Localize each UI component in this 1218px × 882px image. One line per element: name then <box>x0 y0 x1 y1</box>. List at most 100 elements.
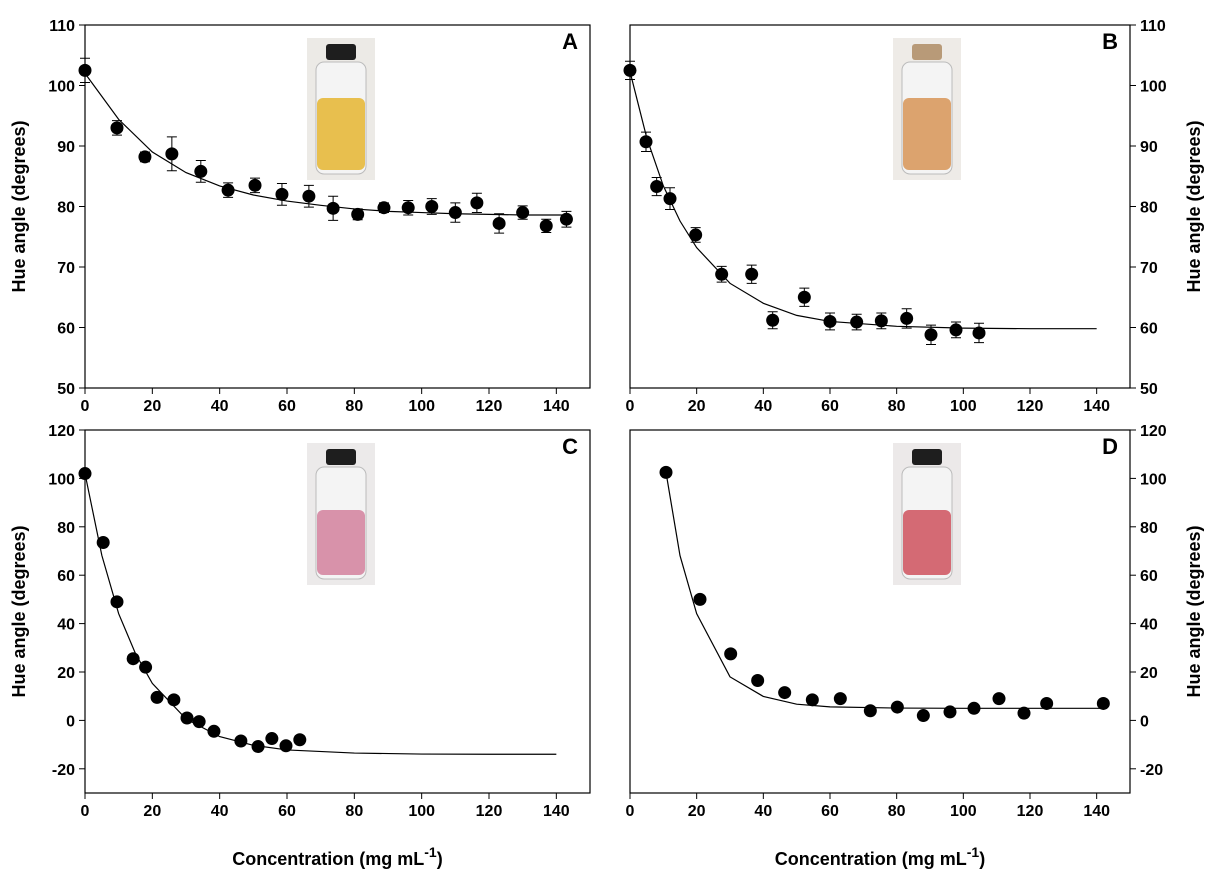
y-tick-label: 80 <box>57 520 75 537</box>
data-point <box>968 702 981 715</box>
y-tick-label: 60 <box>57 321 75 338</box>
data-point <box>560 213 573 226</box>
vial-photo <box>893 38 961 180</box>
data-point <box>891 701 904 714</box>
data-point <box>944 705 957 718</box>
data-point <box>766 314 779 327</box>
data-point <box>275 188 288 201</box>
y-tick-label: 20 <box>1140 665 1158 682</box>
data-point <box>798 291 811 304</box>
data-point <box>138 150 151 163</box>
data-point <box>694 593 707 606</box>
x-tick-label: 20 <box>688 398 706 415</box>
data-point <box>377 201 390 214</box>
data-point <box>751 674 764 687</box>
panel-label: B <box>1102 29 1118 54</box>
plot-frame <box>630 25 1130 388</box>
x-tick-label: 100 <box>408 803 435 820</box>
data-point <box>97 536 110 549</box>
data-point <box>1018 707 1031 720</box>
y-tick-label: 100 <box>1140 471 1167 488</box>
x-tick-label: 60 <box>821 398 839 415</box>
data-point <box>449 206 462 219</box>
data-point <box>252 740 265 753</box>
data-point <box>624 64 637 77</box>
y-tick-label: 40 <box>57 617 75 634</box>
x-tick-label: 60 <box>821 803 839 820</box>
x-tick-label: 20 <box>688 803 706 820</box>
y-tick-label: 70 <box>57 260 75 277</box>
x-axis-label-end: ) <box>979 849 985 869</box>
x-tick-label: 120 <box>1017 803 1044 820</box>
x-tick-label: 20 <box>143 803 161 820</box>
x-tick-label: 120 <box>476 803 503 820</box>
x-tick-label: 60 <box>278 803 296 820</box>
figure: 0 20 40 60 80 100 120 140 50 60 70 80 90 100 110 Hue an… <box>0 0 1218 877</box>
y-axis-label: Hue angle (degrees) <box>1184 525 1204 697</box>
x-tick-label: 80 <box>888 803 906 820</box>
data-point <box>993 692 1006 705</box>
x-axis-label-end: ) <box>437 849 443 869</box>
data-point <box>900 312 913 325</box>
vial-photo <box>307 443 375 585</box>
data-point <box>293 733 306 746</box>
data-point <box>925 328 938 341</box>
data-point <box>181 711 194 724</box>
y-tick-label: 90 <box>57 139 75 156</box>
y-tick-label: 0 <box>1140 713 1149 730</box>
data-point <box>850 316 863 329</box>
y-tick-label: 90 <box>1140 139 1158 156</box>
panel-label: D <box>1102 434 1118 459</box>
data-point <box>917 709 930 722</box>
data-point <box>824 315 837 328</box>
page: {"chart_data": [ {"type": "scatter", "pa… <box>0 0 1218 882</box>
data-point <box>167 693 180 706</box>
x-tick-label: 140 <box>543 398 570 415</box>
y-axis-label: Hue angle (degrees) <box>9 120 29 292</box>
data-point <box>110 595 123 608</box>
fit-curve <box>630 72 1097 329</box>
y-tick-label: 100 <box>48 79 75 96</box>
data-point <box>470 196 483 209</box>
data-point <box>664 192 677 205</box>
y-tick-label: 110 <box>1140 18 1166 35</box>
data-point <box>351 208 364 221</box>
data-point <box>834 692 847 705</box>
y-tick-label: 80 <box>1140 200 1158 217</box>
y-tick-label: 60 <box>1140 568 1158 585</box>
x-axis-label-sup: -1 <box>424 844 437 860</box>
x-tick-label: 80 <box>345 398 363 415</box>
x-tick-label: 0 <box>81 803 90 820</box>
vial-photo <box>893 443 961 585</box>
x-tick-label: 0 <box>81 398 90 415</box>
x-tick-label: 80 <box>888 398 906 415</box>
data-point <box>127 652 140 665</box>
y-tick-label: -20 <box>1140 762 1163 779</box>
data-point <box>493 217 506 230</box>
data-point <box>249 179 262 192</box>
data-point <box>540 219 553 232</box>
data-point <box>689 228 702 241</box>
x-axis-label: Concentration (mg mL-1) <box>775 844 985 869</box>
data-point <box>660 466 673 479</box>
data-point <box>234 734 247 747</box>
x-tick-label: 100 <box>408 398 435 415</box>
data-point <box>650 180 663 193</box>
data-point <box>79 64 92 77</box>
x-axis-label-sup: -1 <box>967 844 980 860</box>
y-tick-label: 100 <box>1140 79 1167 96</box>
y-tick-label: 50 <box>57 381 75 398</box>
x-tick-label: 100 <box>950 803 977 820</box>
data-point <box>1040 697 1053 710</box>
plot-frame <box>630 430 1130 793</box>
y-tick-label: 110 <box>49 18 75 35</box>
data-point <box>516 206 529 219</box>
y-axis-label: Hue angle (degrees) <box>9 525 29 697</box>
data-point <box>302 190 315 203</box>
x-axis-label-text: Concentration (mg mL <box>775 849 967 869</box>
x-tick-label: 40 <box>211 803 229 820</box>
x-tick-label: 40 <box>754 398 772 415</box>
data-point <box>79 467 92 480</box>
y-tick-label: 70 <box>1140 260 1158 277</box>
y-tick-label: 60 <box>1140 321 1158 338</box>
